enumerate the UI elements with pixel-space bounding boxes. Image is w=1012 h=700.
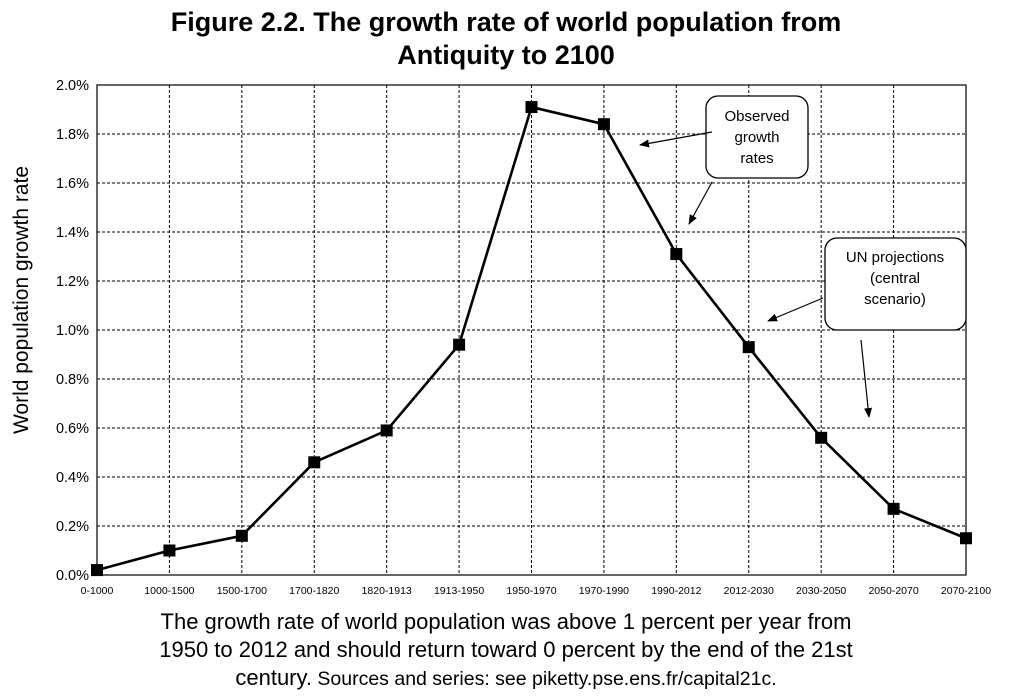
data-point-marker — [670, 248, 683, 261]
caption-line-3: century. Sources and series: see piketty… — [0, 664, 1012, 693]
callout-text-line: growth — [734, 129, 779, 146]
y-tick-label: 1.0% — [56, 323, 89, 339]
data-point-marker — [742, 341, 755, 354]
x-tick-label: 1700-1820 — [289, 585, 339, 597]
y-tick-label: 1.4% — [56, 225, 89, 241]
y-tick-label: 1.2% — [56, 274, 89, 290]
y-axis-ticks: 0.0% 0.2% 0.4% 0.6% 0.8% 1.0% 1.2% 1.4% 1.6% 1.8%… — [56, 78, 89, 584]
y-tick-label: 0.4% — [56, 470, 89, 486]
x-tick-label: 1970-1990 — [579, 585, 629, 597]
y-tick-label: 0.8% — [56, 372, 89, 388]
x-tick-label: 2030-2050 — [796, 585, 846, 597]
callout-text-line: Observed — [724, 108, 789, 125]
y-tick-label: 1.6% — [56, 176, 89, 192]
caption-line-1: The growth rate of world population was … — [160, 609, 852, 634]
data-point-marker — [960, 532, 972, 545]
caption-line-2: 1950 to 2012 and should return toward 0 … — [159, 637, 853, 662]
x-tick-label: 1950-1970 — [506, 585, 556, 597]
callout-text-line: (central — [870, 270, 920, 287]
callout-arrow — [688, 181, 713, 225]
chart-title: Figure 2.2. The growth rate of world pop… — [0, 6, 1012, 72]
callout-arrow — [767, 297, 824, 322]
callout-arrow — [860, 339, 873, 418]
y-tick-label: 0.6% — [56, 421, 89, 437]
y-tick-label: 2.0% — [56, 78, 89, 94]
y-axis-label: World population growth rate — [10, 166, 33, 434]
caption-line-3-main: century. — [235, 665, 312, 690]
callout-text-line: scenario) — [864, 291, 926, 308]
x-tick-label: 2070-2100 — [941, 585, 991, 597]
y-tick-label: 1.8% — [56, 127, 89, 143]
chart-caption: The growth rate of world population was … — [0, 608, 1012, 693]
data-series — [91, 101, 972, 577]
x-tick-label: 1990-2012 — [651, 585, 701, 597]
x-tick-label: 2050-2070 — [868, 585, 918, 597]
data-point-marker — [163, 544, 176, 557]
data-point-marker — [525, 101, 538, 114]
plot-area — [96, 84, 967, 576]
callout-projections: UN projections (central scenario) — [767, 237, 967, 418]
line-chart: 0.0% 0.2% 0.4% 0.6% 0.8% 1.0% 1.2% 1.4% 1.6% 1.8%… — [10, 78, 992, 597]
x-tick-label: 0-1000 — [81, 585, 114, 597]
x-tick-label: 1820-1913 — [362, 585, 412, 597]
chart-title-line-1: Figure 2.2. The growth rate of world pop… — [170, 7, 842, 37]
data-point-marker — [815, 431, 828, 444]
x-tick-label: 1913-1950 — [434, 585, 484, 597]
data-point-marker — [887, 502, 900, 515]
data-point-marker — [235, 529, 248, 542]
x-tick-label: 1500-1700 — [217, 585, 267, 597]
caption-source: Sources and series: see piketty.pse.ens.… — [311, 668, 777, 690]
callout-text-line: rates — [740, 150, 773, 167]
data-point-marker — [453, 338, 466, 351]
data-point-marker — [308, 456, 321, 469]
callout-observed: Observed growth rates — [639, 95, 809, 225]
data-point-marker — [91, 564, 103, 577]
y-tick-label: 0.2% — [56, 519, 89, 535]
x-axis-ticks: 0-1000 1000-1500 1500-1700 1700-1820 1820-19… — [81, 585, 992, 597]
callout-arrow — [639, 131, 713, 148]
data-point-marker — [597, 118, 610, 131]
x-tick-label: 2012-2030 — [724, 585, 774, 597]
annotations: Observed growth rates UN projections (centra… — [639, 95, 967, 418]
y-tick-label: 0.0% — [56, 568, 89, 584]
chart-title-line-2: Antiquity to 2100 — [397, 40, 615, 70]
data-point-marker — [380, 424, 393, 437]
callout-text-line: UN projections — [846, 249, 944, 266]
callout-box — [705, 95, 809, 179]
callout-box — [824, 237, 967, 331]
x-tick-label: 1000-1500 — [144, 585, 194, 597]
